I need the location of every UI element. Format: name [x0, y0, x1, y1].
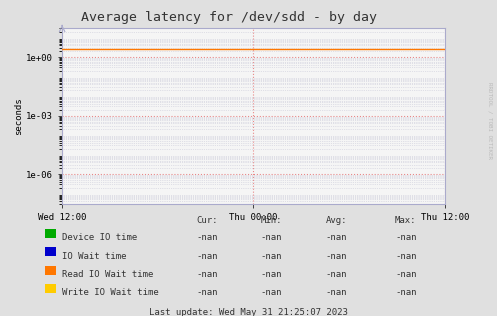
Text: Read IO Wait time: Read IO Wait time: [62, 270, 153, 279]
Text: Last update: Wed May 31 21:25:07 2023: Last update: Wed May 31 21:25:07 2023: [149, 308, 348, 316]
Text: -nan: -nan: [261, 288, 282, 297]
Text: Cur:: Cur:: [196, 216, 218, 225]
Text: Min:: Min:: [261, 216, 282, 225]
Text: -nan: -nan: [261, 270, 282, 279]
Text: Max:: Max:: [395, 216, 416, 225]
Text: -nan: -nan: [326, 252, 347, 260]
Text: IO Wait time: IO Wait time: [62, 252, 126, 260]
Text: Device IO time: Device IO time: [62, 233, 137, 242]
Text: -nan: -nan: [326, 288, 347, 297]
Text: Average latency for /dev/sdd - by day: Average latency for /dev/sdd - by day: [81, 11, 377, 24]
Text: -nan: -nan: [196, 288, 218, 297]
Text: -nan: -nan: [395, 288, 416, 297]
Y-axis label: seconds: seconds: [14, 97, 23, 135]
Text: -nan: -nan: [196, 270, 218, 279]
Text: -nan: -nan: [261, 233, 282, 242]
Text: -nan: -nan: [326, 233, 347, 242]
Text: -nan: -nan: [326, 270, 347, 279]
Text: -nan: -nan: [395, 270, 416, 279]
Text: -nan: -nan: [261, 252, 282, 260]
Text: -nan: -nan: [196, 252, 218, 260]
Text: -nan: -nan: [196, 233, 218, 242]
Text: -nan: -nan: [395, 252, 416, 260]
Text: -nan: -nan: [395, 233, 416, 242]
Text: Avg:: Avg:: [326, 216, 347, 225]
Text: RRDTOOL / TOBI OETIKER: RRDTOOL / TOBI OETIKER: [487, 82, 492, 159]
Text: Write IO Wait time: Write IO Wait time: [62, 288, 159, 297]
